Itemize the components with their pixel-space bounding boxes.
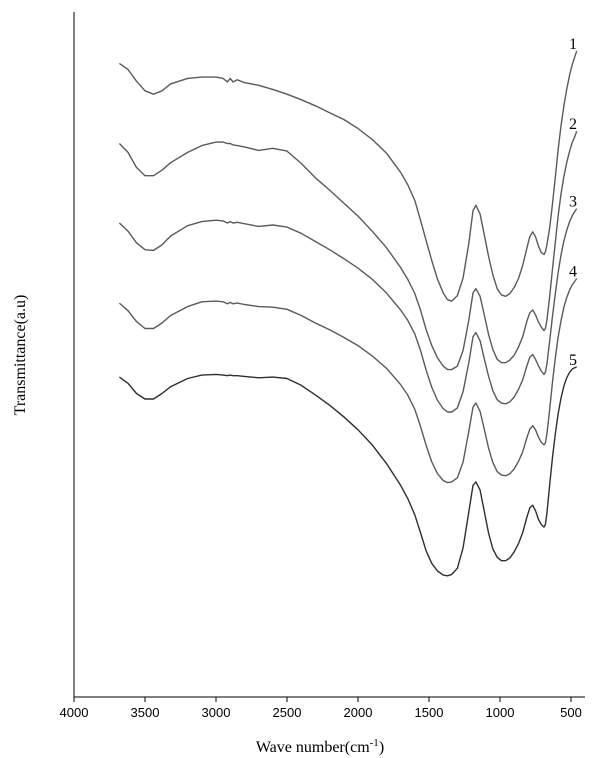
series-line-2 — [118, 130, 578, 371]
series-line-5 — [118, 366, 578, 577]
x-tick-label: 500 — [560, 705, 582, 720]
series-label-3: 3 — [569, 194, 577, 211]
y-axis-title: Transmittance(a.u) — [12, 295, 29, 416]
x-axis-title: Wave number(cm-1) — [256, 737, 384, 756]
x-axis-ticks: 4000 3500 3000 2500 2000 1500 1000 500 — [60, 697, 582, 720]
x-tick-label: 4000 — [60, 705, 89, 720]
plot-area — [118, 50, 578, 577]
series-label-2: 2 — [569, 116, 577, 133]
x-tick-label: 2500 — [273, 705, 302, 720]
x-tick-label: 1000 — [486, 705, 515, 720]
series-label-5: 5 — [569, 352, 577, 369]
x-tick-label: 3500 — [131, 705, 160, 720]
series-line-3 — [118, 208, 578, 413]
series-label-4: 4 — [569, 264, 577, 281]
series-line-4 — [118, 278, 578, 484]
x-tick-label: 1500 — [415, 705, 444, 720]
series-line-1 — [118, 50, 578, 302]
series-label-1: 1 — [569, 36, 577, 53]
series-labels: 1 2 3 4 5 — [569, 36, 577, 369]
x-tick-label: 2000 — [344, 705, 373, 720]
x-tick-label: 3000 — [202, 705, 231, 720]
